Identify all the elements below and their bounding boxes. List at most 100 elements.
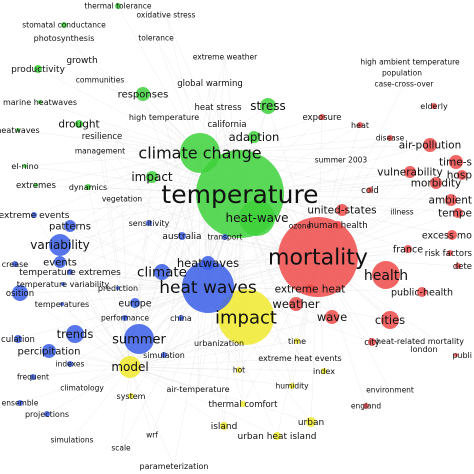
node-time[interactable] <box>294 338 300 344</box>
node-culation[interactable] <box>14 335 22 343</box>
node-humidity[interactable] <box>289 383 295 389</box>
node-air-pollution[interactable] <box>423 138 437 152</box>
node-cities[interactable] <box>381 311 399 329</box>
label-responses: responses <box>118 90 169 101</box>
node-impact[interactable] <box>146 171 158 183</box>
node-impact[interactable] <box>218 289 274 345</box>
node-percipitation[interactable] <box>42 344 56 358</box>
node-variability[interactable] <box>49 234 71 256</box>
node-united-states[interactable] <box>336 204 348 216</box>
node-frequent[interactable] <box>30 374 36 380</box>
node-heatwaves[interactable] <box>201 256 215 270</box>
node-climate[interactable] <box>154 264 170 280</box>
node-dete[interactable] <box>455 263 461 269</box>
label-frequent: frequent <box>17 373 49 382</box>
node-island[interactable] <box>220 422 228 430</box>
node-cold[interactable] <box>367 187 373 193</box>
node-public-health[interactable] <box>417 287 427 297</box>
label-oxidative-stress: oxidative stress <box>137 11 196 20</box>
node-wave[interactable] <box>325 310 339 324</box>
node-urban-heat-island[interactable] <box>273 432 281 440</box>
node-excess-mo[interactable] <box>447 230 457 240</box>
node-drought[interactable] <box>75 120 83 128</box>
node-china[interactable] <box>178 315 184 321</box>
node-transport[interactable] <box>222 234 228 240</box>
node-index[interactable] <box>321 368 327 374</box>
node-projections[interactable] <box>44 411 50 417</box>
node-disease[interactable] <box>387 135 393 141</box>
node-stress[interactable] <box>260 98 276 114</box>
node-thermal-comfort[interactable] <box>240 401 246 407</box>
node-thermal-tolerance[interactable] <box>115 3 121 9</box>
label-patterns: patterns <box>49 222 91 233</box>
node-dynamics[interactable] <box>85 184 91 190</box>
node-tempe[interactable] <box>453 208 463 218</box>
node-heat[interactable] <box>357 122 363 128</box>
network-link <box>207 159 342 288</box>
node-trends[interactable] <box>66 325 84 343</box>
node-urban[interactable] <box>306 417 316 427</box>
node-system[interactable] <box>128 393 134 399</box>
node-extreme-events[interactable] <box>31 212 37 218</box>
node-health[interactable] <box>372 261 400 289</box>
node-hot[interactable] <box>236 367 242 373</box>
node-responses[interactable] <box>136 87 150 101</box>
node-model[interactable] <box>119 356 141 378</box>
label-parameterization: parameterization <box>140 462 209 471</box>
node-hosp[interactable] <box>457 170 467 180</box>
label-heat-stress: heat stress <box>194 103 242 113</box>
node-climate-change[interactable] <box>180 133 220 173</box>
node-vulnerability[interactable] <box>404 166 416 178</box>
network-link <box>19 366 131 404</box>
node-risk-factors[interactable] <box>447 250 453 256</box>
label-high-ambient-temperature: high ambient temperature <box>360 58 460 67</box>
node-temperature-extremes[interactable] <box>67 269 73 275</box>
label-extremes: extremes <box>16 181 56 191</box>
label-thermal-comfort: thermal comfort <box>208 400 278 410</box>
node-ambient[interactable] <box>445 194 457 206</box>
network-link <box>14 263 209 288</box>
node-osition[interactable] <box>12 285 28 301</box>
node-morbidity[interactable] <box>430 177 442 189</box>
node-productivity[interactable] <box>34 65 42 73</box>
node-el-nino[interactable] <box>23 164 27 168</box>
node-marine-heatwaves[interactable] <box>38 100 42 104</box>
node-crease[interactable] <box>12 261 18 267</box>
node-prediction[interactable] <box>116 286 120 290</box>
node-elderly[interactable] <box>431 103 437 109</box>
node-temperature-variability[interactable] <box>61 282 65 286</box>
network-link <box>101 135 131 368</box>
node-events[interactable] <box>54 256 66 268</box>
node-extreme-heat[interactable] <box>305 284 315 294</box>
node-france[interactable] <box>404 245 412 253</box>
network-link <box>120 286 209 449</box>
node-heat-wave[interactable] <box>239 200 275 236</box>
node-city[interactable] <box>368 338 376 346</box>
label-temperature: temperature <box>161 180 318 209</box>
node-heat-waves[interactable] <box>182 261 234 313</box>
node-ensemble[interactable] <box>17 400 23 406</box>
node-australia[interactable] <box>178 232 186 240</box>
label-england: england <box>351 402 382 411</box>
node-extremes[interactable] <box>34 183 38 187</box>
node-time-s[interactable] <box>449 155 463 169</box>
node-sensitivity[interactable] <box>146 220 152 226</box>
node-europe[interactable] <box>130 298 140 308</box>
node-publi[interactable] <box>454 353 458 357</box>
node-england[interactable] <box>363 403 369 409</box>
node-mortality[interactable] <box>278 217 358 297</box>
node-weather[interactable] <box>289 297 303 311</box>
label-extreme-heat: extreme heat <box>275 284 346 296</box>
node-stomatal-conductance[interactable] <box>61 22 67 28</box>
node-human-health[interactable] <box>334 221 342 229</box>
node-exposure[interactable] <box>319 114 325 120</box>
node-summer[interactable] <box>124 324 154 354</box>
label-simulations: simulations <box>50 436 93 445</box>
node-performance[interactable] <box>122 315 128 321</box>
node-adaption[interactable] <box>248 131 260 143</box>
node-simulation[interactable] <box>161 352 167 358</box>
node-temperatures[interactable] <box>60 302 64 306</box>
node-heatwaves[interactable] <box>16 128 20 132</box>
node-patterns[interactable] <box>64 220 76 232</box>
node-indexes[interactable] <box>67 361 73 367</box>
